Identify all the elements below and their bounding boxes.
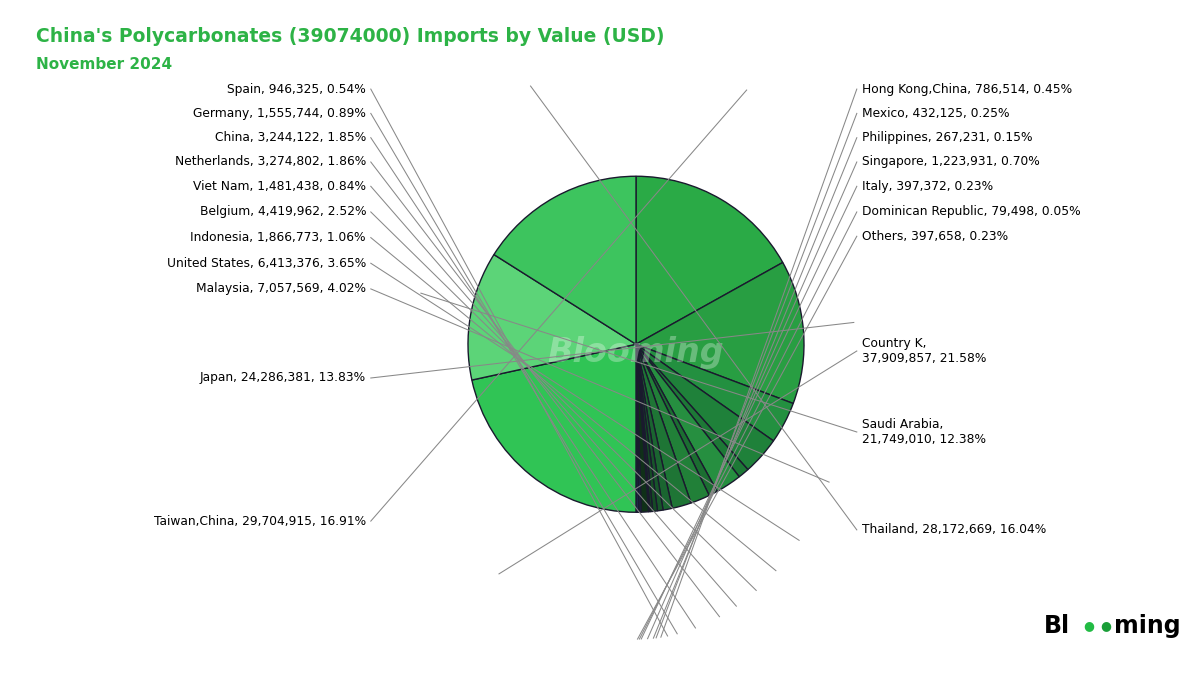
- Wedge shape: [636, 344, 638, 512]
- Text: Bl: Bl: [1044, 614, 1070, 638]
- Wedge shape: [636, 344, 691, 508]
- Text: United States, 6,413,376, 3.65%: United States, 6,413,376, 3.65%: [167, 256, 366, 270]
- Wedge shape: [636, 344, 793, 441]
- Wedge shape: [468, 254, 636, 380]
- Text: Belgium, 4,419,962, 2.52%: Belgium, 4,419,962, 2.52%: [199, 205, 366, 219]
- Text: Saudi Arabia,
21,749,010, 12.38%: Saudi Arabia, 21,749,010, 12.38%: [862, 418, 985, 446]
- Text: Germany, 1,555,744, 0.89%: Germany, 1,555,744, 0.89%: [193, 107, 366, 120]
- Wedge shape: [636, 344, 718, 495]
- Text: Others, 397,658, 0.23%: Others, 397,658, 0.23%: [862, 230, 1008, 243]
- Wedge shape: [636, 344, 748, 477]
- Text: Malaysia, 7,057,569, 4.02%: Malaysia, 7,057,569, 4.02%: [196, 282, 366, 296]
- Text: Mexico, 432,125, 0.25%: Mexico, 432,125, 0.25%: [862, 107, 1009, 120]
- Text: Hong Kong,China, 786,514, 0.45%: Hong Kong,China, 786,514, 0.45%: [862, 82, 1072, 96]
- Wedge shape: [636, 344, 653, 512]
- Wedge shape: [472, 344, 636, 512]
- Text: Taiwan,China, 29,704,915, 16.91%: Taiwan,China, 29,704,915, 16.91%: [154, 514, 366, 528]
- Text: China, 3,244,122, 1.85%: China, 3,244,122, 1.85%: [215, 131, 366, 144]
- Text: ming: ming: [1114, 614, 1181, 638]
- Wedge shape: [636, 344, 664, 511]
- Wedge shape: [636, 344, 739, 491]
- Text: Indonesia, 1,866,773, 1.06%: Indonesia, 1,866,773, 1.06%: [191, 231, 366, 244]
- Text: Blooming: Blooming: [547, 336, 725, 369]
- Text: Singapore, 1,223,931, 0.70%: Singapore, 1,223,931, 0.70%: [862, 155, 1039, 169]
- Text: ●: ●: [1084, 620, 1094, 632]
- Text: ●: ●: [1100, 620, 1111, 632]
- Text: Viet Nam, 1,481,438, 0.84%: Viet Nam, 1,481,438, 0.84%: [193, 180, 366, 193]
- Text: Dominican Republic, 79,498, 0.05%: Dominican Republic, 79,498, 0.05%: [862, 205, 1080, 219]
- Wedge shape: [636, 344, 648, 512]
- Wedge shape: [636, 344, 658, 512]
- Wedge shape: [636, 344, 774, 470]
- Wedge shape: [636, 263, 804, 404]
- Wedge shape: [494, 176, 636, 344]
- Wedge shape: [636, 344, 641, 512]
- Wedge shape: [636, 344, 638, 512]
- Wedge shape: [636, 176, 782, 344]
- Wedge shape: [636, 344, 709, 503]
- Text: China's Polycarbonates (39074000) Imports by Value (USD): China's Polycarbonates (39074000) Import…: [36, 27, 665, 46]
- Text: Italy, 397,372, 0.23%: Italy, 397,372, 0.23%: [862, 180, 992, 193]
- Wedge shape: [636, 344, 672, 510]
- Text: Philippines, 267,231, 0.15%: Philippines, 267,231, 0.15%: [862, 131, 1032, 144]
- Wedge shape: [636, 344, 650, 512]
- Text: Japan, 24,286,381, 13.83%: Japan, 24,286,381, 13.83%: [200, 371, 366, 385]
- Text: Netherlands, 3,274,802, 1.86%: Netherlands, 3,274,802, 1.86%: [175, 155, 366, 169]
- Text: Spain, 946,325, 0.54%: Spain, 946,325, 0.54%: [227, 82, 366, 96]
- Text: November 2024: November 2024: [36, 57, 172, 72]
- Text: Country K,
37,909,857, 21.58%: Country K, 37,909,857, 21.58%: [862, 337, 986, 365]
- Text: Thailand, 28,172,669, 16.04%: Thailand, 28,172,669, 16.04%: [862, 523, 1046, 537]
